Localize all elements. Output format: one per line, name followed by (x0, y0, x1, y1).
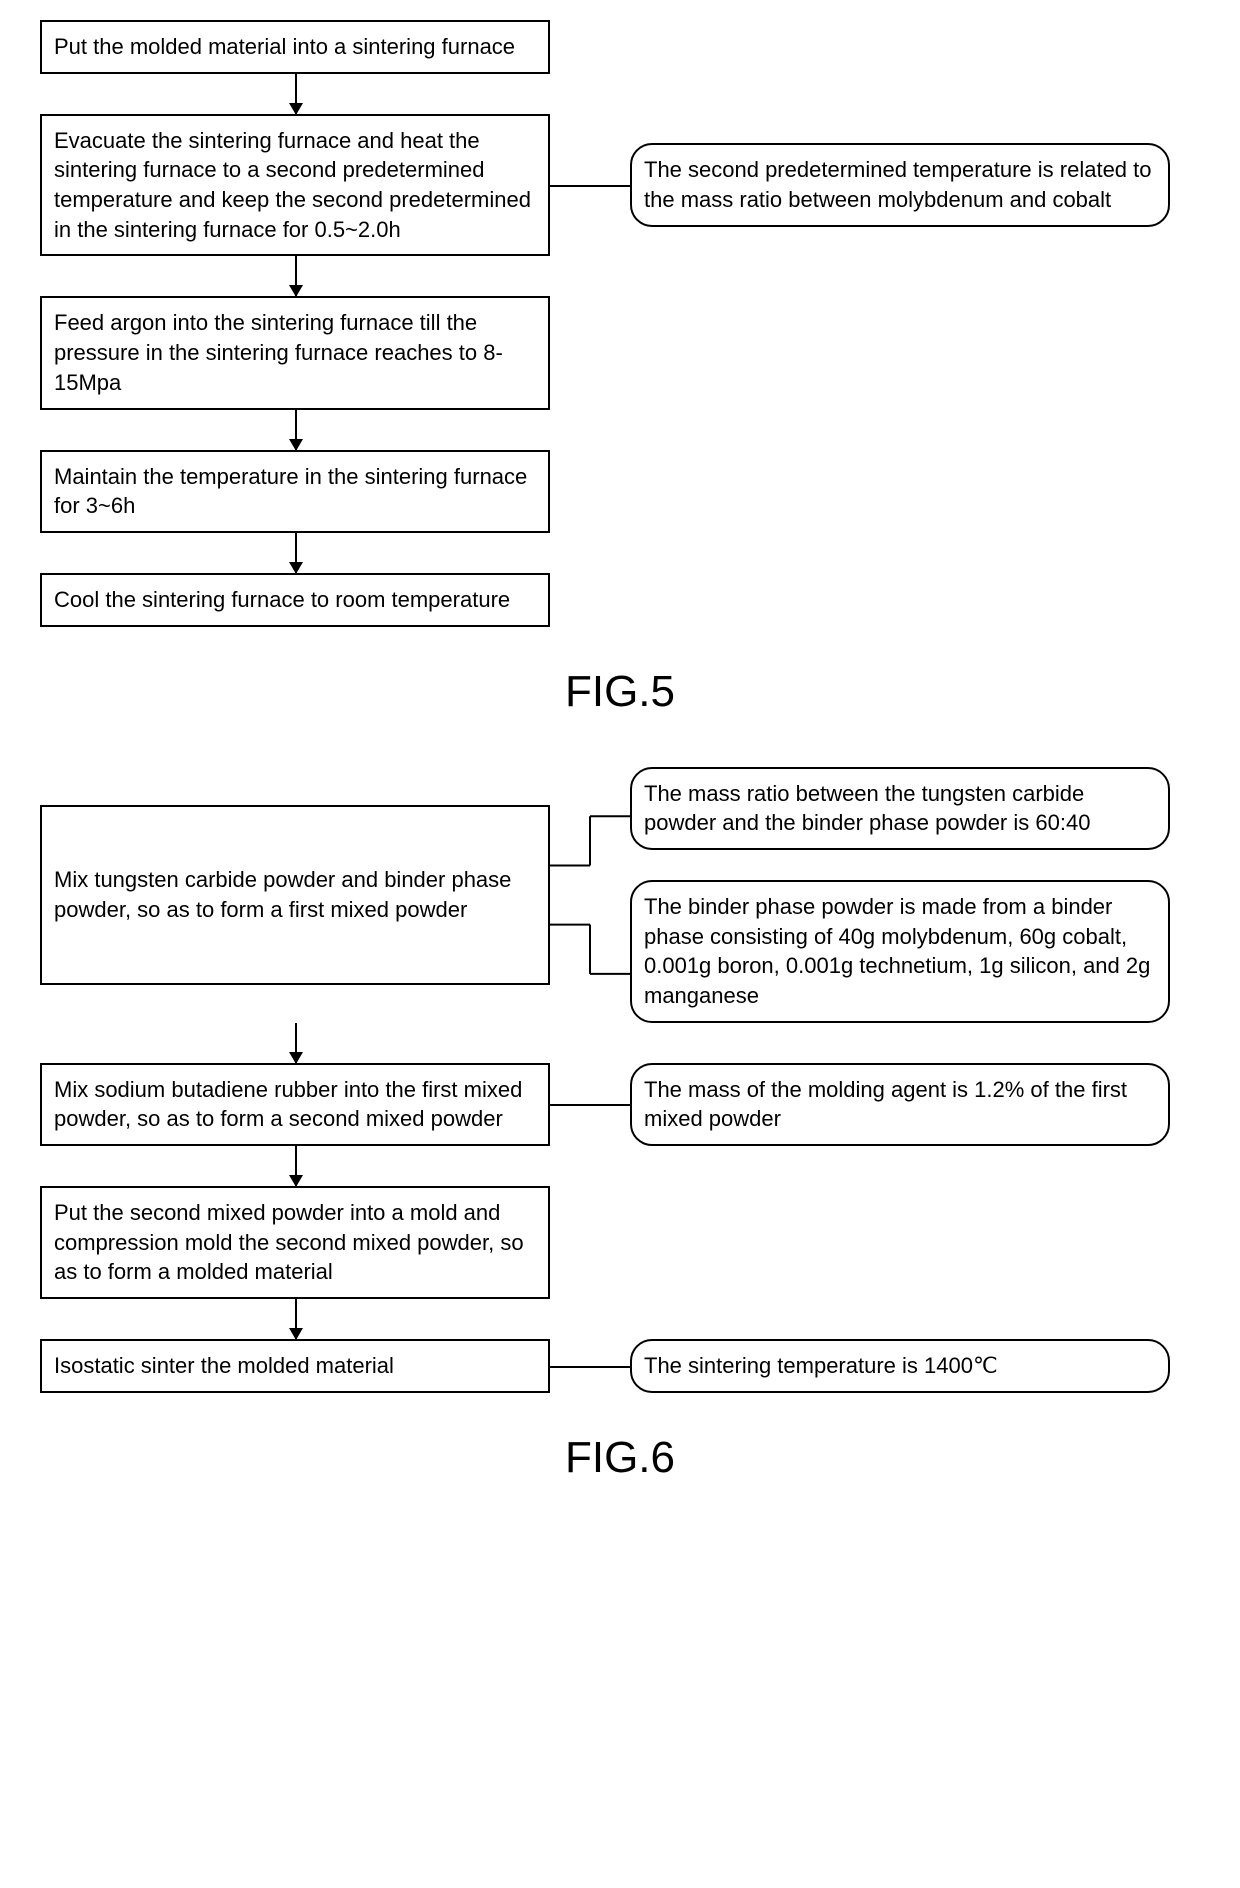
fig6-step-row: Mix sodium butadiene rubber into the fir… (40, 1063, 1200, 1146)
fig6-annotation-step1b: The binder phase powder is made from a b… (630, 880, 1170, 1023)
fig5-step-row: Maintain the temperature in the sinterin… (40, 450, 1200, 533)
arrow-down (295, 1299, 297, 1339)
fig6-diagram: Mix tungsten carbide powder and binder p… (40, 767, 1200, 1393)
fig5-step-row: Put the molded material into a sintering… (40, 20, 1200, 74)
arrow-down (295, 74, 297, 114)
fig5-step-3: Feed argon into the sintering furnace ti… (40, 296, 550, 409)
fig6-step-row: Mix tungsten carbide powder and binder p… (40, 767, 1200, 1023)
fig5-step-1: Put the molded material into a sintering… (40, 20, 550, 74)
fig5-label: FIG.5 (40, 667, 1200, 717)
fig5-step-2: Evacuate the sintering furnace and heat … (40, 114, 550, 257)
fig5-step-row: Evacuate the sintering furnace and heat … (40, 114, 1200, 257)
fig6-step-3: Put the second mixed powder into a mold … (40, 1186, 550, 1299)
fig5-step-row: Feed argon into the sintering furnace ti… (40, 296, 1200, 409)
arrow-down (295, 410, 297, 450)
fig6-step-4: Isostatic sinter the molded material (40, 1339, 550, 1393)
fig5-annotation-step2: The second predetermined temperature is … (630, 143, 1170, 226)
arrow-down (295, 1146, 297, 1186)
arrow-down (295, 256, 297, 296)
fig6-step-row: Isostatic sinter the molded material The… (40, 1339, 1200, 1393)
fig6-label: FIG.6 (40, 1433, 1200, 1483)
connector-fork (550, 767, 630, 1023)
fig6-annotation-step1a: The mass ratio between the tungsten carb… (630, 767, 1170, 850)
connector (550, 1104, 630, 1106)
fig6-step-row: Put the second mixed powder into a mold … (40, 1186, 1200, 1299)
arrow-down (295, 1023, 297, 1063)
fig5-diagram: Put the molded material into a sintering… (40, 20, 1200, 627)
fig6-annotation-step4: The sintering temperature is 1400℃ (630, 1339, 1170, 1393)
fig5-step-4: Maintain the temperature in the sinterin… (40, 450, 550, 533)
fig6-annotation-step2: The mass of the molding agent is 1.2% of… (630, 1063, 1170, 1146)
connector (550, 185, 630, 187)
fig6-step-2: Mix sodium butadiene rubber into the fir… (40, 1063, 550, 1146)
connector (550, 1366, 630, 1368)
arrow-down (295, 533, 297, 573)
fig5-step-5: Cool the sintering furnace to room tempe… (40, 573, 550, 627)
fig5-step-row: Cool the sintering furnace to room tempe… (40, 573, 1200, 627)
fig6-step-1: Mix tungsten carbide powder and binder p… (40, 805, 550, 985)
